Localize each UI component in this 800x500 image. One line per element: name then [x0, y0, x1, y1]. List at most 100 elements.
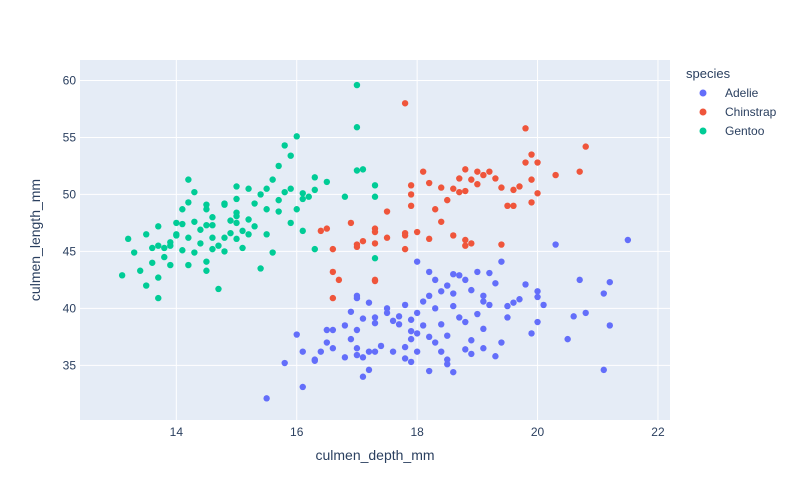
data-point[interactable]: [293, 133, 300, 140]
data-point[interactable]: [450, 232, 457, 239]
data-point[interactable]: [239, 227, 246, 235]
data-point[interactable]: [233, 219, 240, 227]
data-point[interactable]: [161, 244, 168, 252]
data-point[interactable]: [407, 316, 415, 323]
data-point[interactable]: [456, 188, 463, 196]
data-point[interactable]: [474, 180, 481, 188]
data-point[interactable]: [419, 322, 427, 329]
data-point[interactable]: [347, 335, 355, 343]
data-point[interactable]: [438, 348, 445, 355]
data-point[interactable]: [456, 272, 463, 279]
data-point[interactable]: [564, 335, 571, 343]
data-point[interactable]: [401, 301, 409, 309]
data-point[interactable]: [305, 193, 312, 200]
data-point[interactable]: [528, 151, 535, 158]
data-point[interactable]: [576, 276, 583, 284]
data-point[interactable]: [371, 348, 379, 355]
data-point[interactable]: [534, 293, 541, 301]
legend[interactable]: species Adelie Chinstrap Gentoo: [686, 66, 777, 138]
data-point[interactable]: [407, 191, 415, 198]
data-point[interactable]: [347, 219, 355, 227]
data-point[interactable]: [371, 240, 379, 247]
data-point[interactable]: [371, 228, 379, 236]
data-point[interactable]: [353, 81, 361, 89]
data-point[interactable]: [275, 162, 282, 170]
data-point[interactable]: [371, 319, 379, 327]
data-point[interactable]: [504, 314, 511, 321]
data-point[interactable]: [444, 356, 451, 363]
data-point[interactable]: [263, 395, 270, 402]
data-point[interactable]: [389, 317, 397, 325]
data-point[interactable]: [233, 235, 240, 243]
data-point[interactable]: [425, 179, 433, 187]
data-point[interactable]: [143, 282, 150, 289]
data-point[interactable]: [450, 185, 457, 192]
data-point[interactable]: [263, 185, 270, 192]
data-point[interactable]: [281, 188, 288, 196]
data-point[interactable]: [504, 302, 511, 310]
data-point[interactable]: [570, 313, 577, 320]
data-point[interactable]: [462, 318, 469, 326]
data-point[interactable]: [371, 182, 379, 189]
data-point[interactable]: [155, 274, 162, 281]
data-point[interactable]: [450, 290, 457, 297]
data-point[interactable]: [323, 339, 331, 346]
data-point[interactable]: [335, 276, 343, 284]
data-point[interactable]: [149, 244, 156, 252]
data-point[interactable]: [269, 176, 276, 183]
data-point[interactable]: [209, 245, 216, 253]
data-point[interactable]: [468, 240, 475, 247]
data-point[interactable]: [510, 202, 517, 210]
data-point[interactable]: [438, 288, 445, 295]
data-point[interactable]: [401, 343, 409, 351]
data-point[interactable]: [413, 348, 421, 355]
data-point[interactable]: [275, 208, 282, 215]
data-point[interactable]: [444, 196, 451, 204]
data-point[interactable]: [209, 221, 216, 229]
data-point[interactable]: [185, 176, 192, 183]
data-point[interactable]: [510, 299, 517, 306]
data-point[interactable]: [462, 236, 469, 244]
data-point[interactable]: [383, 208, 391, 215]
data-point[interactable]: [377, 342, 385, 350]
data-point[interactable]: [347, 308, 355, 315]
data-point[interactable]: [480, 292, 487, 300]
data-point[interactable]: [474, 268, 481, 276]
data-point[interactable]: [317, 348, 325, 355]
data-point[interactable]: [209, 214, 216, 221]
data-point[interactable]: [462, 242, 469, 249]
data-point[interactable]: [281, 142, 288, 149]
data-point[interactable]: [582, 143, 589, 150]
data-point[interactable]: [203, 221, 210, 229]
data-point[interactable]: [221, 248, 228, 255]
data-point[interactable]: [281, 359, 288, 367]
data-point[interactable]: [468, 176, 475, 183]
data-point[interactable]: [185, 234, 192, 241]
data-point[interactable]: [191, 218, 198, 225]
data-point[interactable]: [516, 183, 523, 190]
data-point[interactable]: [407, 202, 415, 210]
data-point[interactable]: [401, 229, 409, 237]
data-point[interactable]: [179, 206, 186, 213]
data-point[interactable]: [401, 100, 409, 107]
data-point[interactable]: [528, 176, 535, 183]
data-point[interactable]: [155, 242, 162, 249]
data-point[interactable]: [257, 265, 264, 272]
data-point[interactable]: [371, 193, 379, 200]
data-point[interactable]: [624, 236, 632, 244]
data-point[interactable]: [528, 330, 535, 337]
data-point[interactable]: [323, 326, 331, 334]
data-point[interactable]: [365, 366, 373, 374]
data-point[interactable]: [480, 171, 487, 179]
data-point[interactable]: [582, 309, 589, 317]
data-point[interactable]: [161, 253, 168, 261]
data-point[interactable]: [311, 357, 318, 364]
data-point[interactable]: [413, 330, 421, 337]
data-point[interactable]: [251, 223, 258, 230]
data-point[interactable]: [401, 355, 409, 362]
data-point[interactable]: [359, 354, 367, 361]
data-point[interactable]: [299, 383, 306, 391]
data-point[interactable]: [299, 190, 306, 197]
data-point[interactable]: [425, 292, 433, 300]
data-point[interactable]: [203, 206, 210, 213]
